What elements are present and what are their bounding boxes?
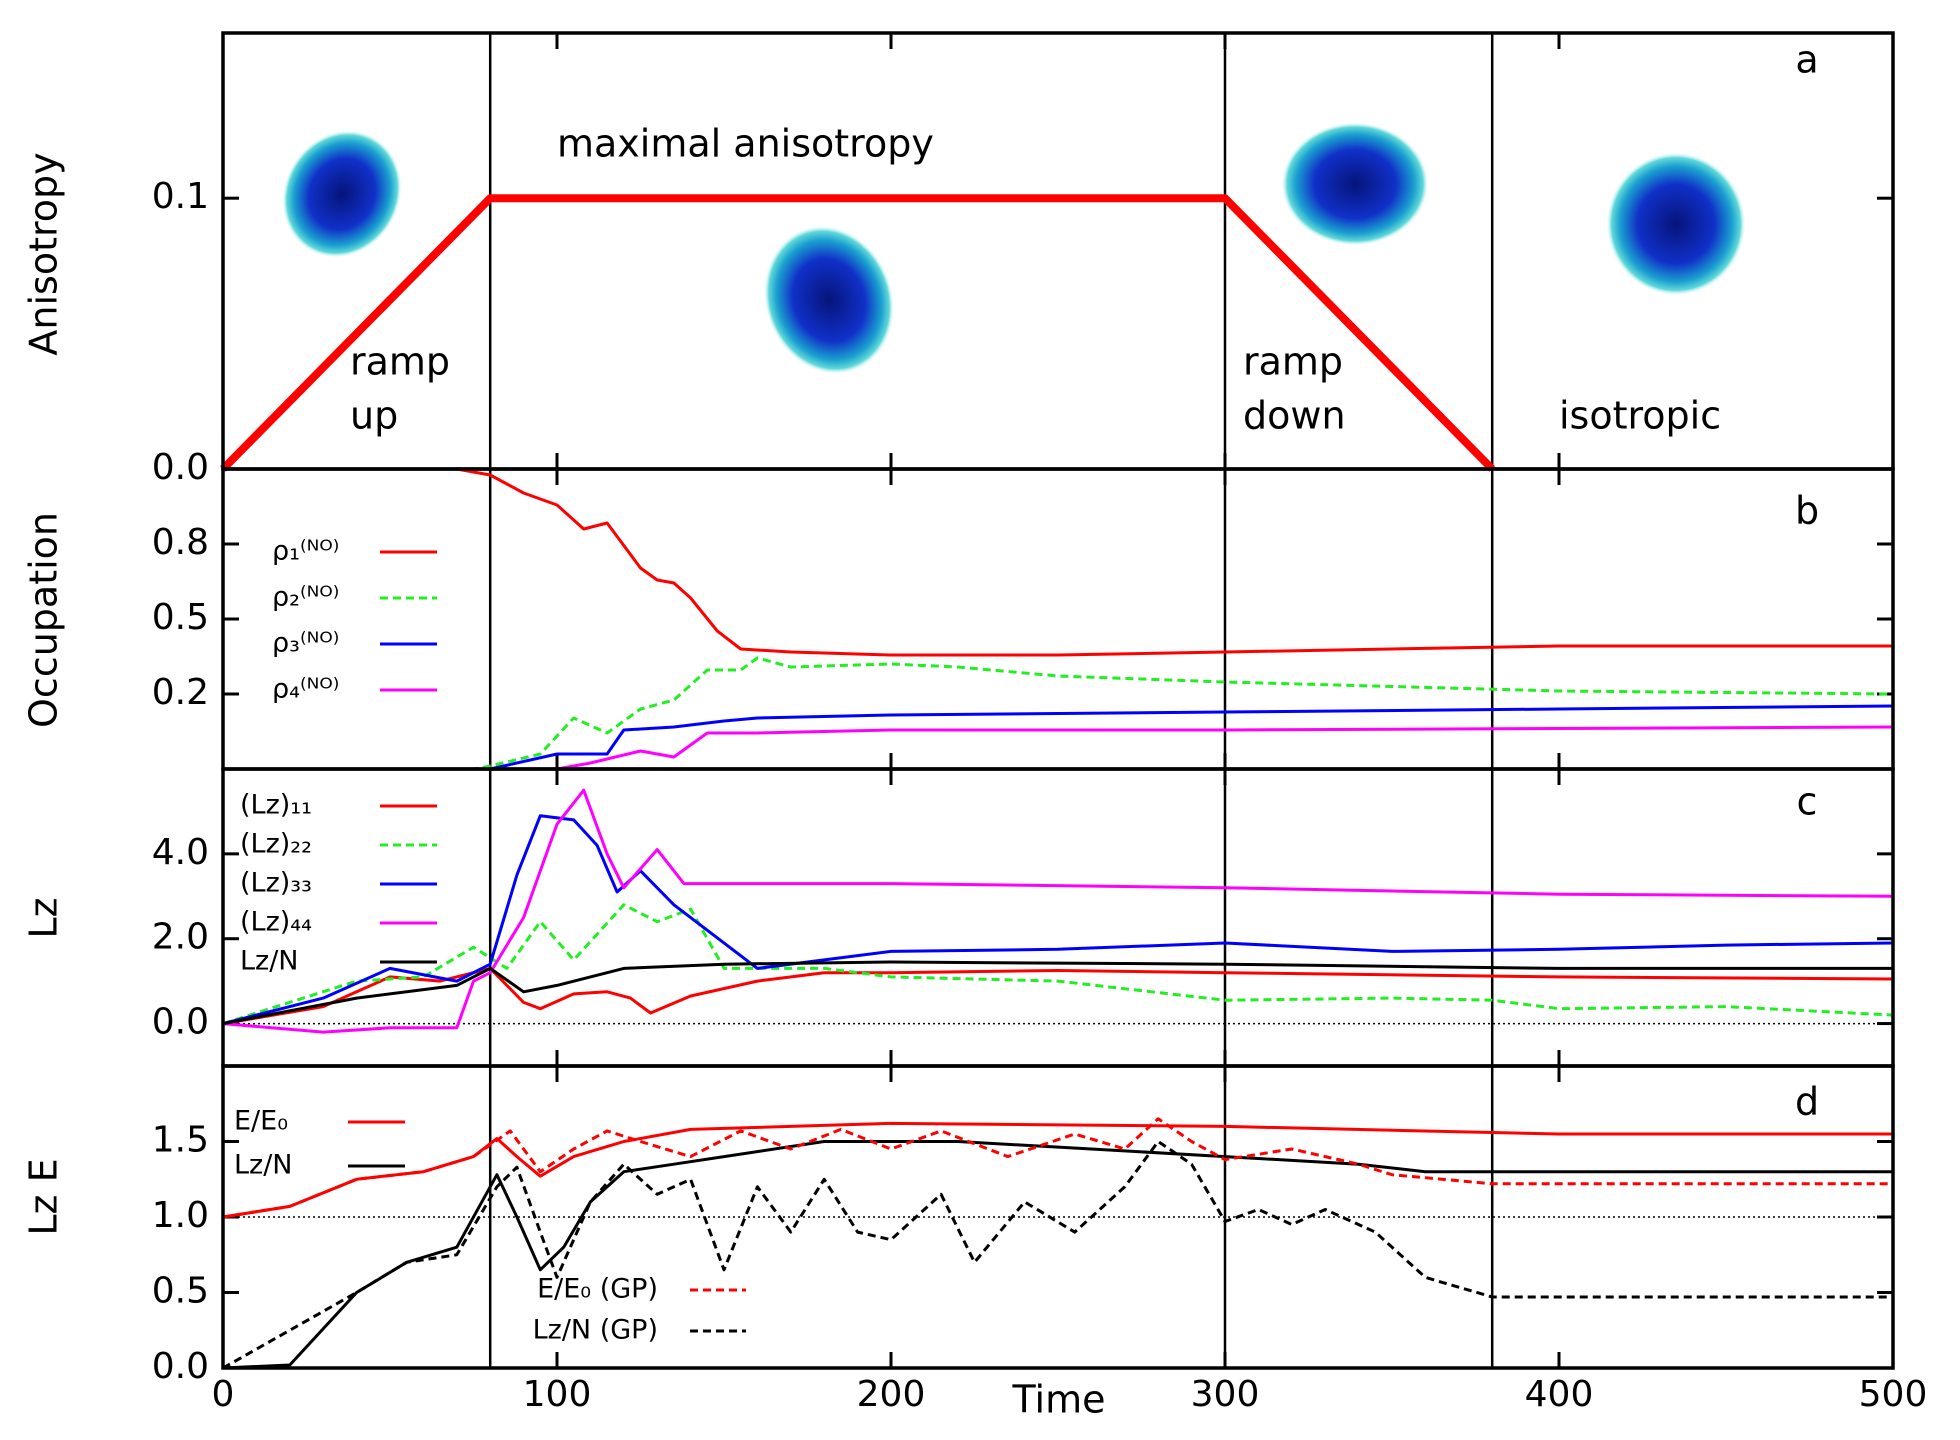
- series-line: [223, 725, 1894, 771]
- series-line: [222, 1140, 1893, 1370]
- x-tick-label: 400: [1525, 1374, 1594, 1415]
- density-image: [1281, 122, 1429, 246]
- density-image: [763, 225, 895, 375]
- legend-label: Lz/N: [240, 946, 299, 977]
- y-axis-label: Anisotropy: [22, 152, 66, 355]
- x-tick-label: 200: [857, 1374, 926, 1415]
- y-tick-label: 0.8: [152, 522, 209, 563]
- annotation: down: [1243, 394, 1346, 438]
- y-tick-label: 0.1: [152, 176, 209, 217]
- annotation: isotropic: [1559, 394, 1721, 438]
- legend-label: ρ₄⁽ᴺᴼ⁾: [272, 674, 339, 705]
- legend-label: ρ₃⁽ᴺᴼ⁾: [272, 628, 339, 659]
- legend-label: E/E₀: [234, 1106, 288, 1137]
- series-line: [222, 788, 1894, 1034]
- legend-label: ρ₂⁽ᴺᴼ⁾: [272, 582, 339, 613]
- panel-label: b: [1795, 489, 1819, 533]
- panel-frame: [221, 1064, 1895, 1370]
- y-tick-label: 0.0: [152, 1346, 209, 1387]
- legend-label: (Lz)₄₄: [240, 907, 312, 938]
- x-tick-label: 300: [1191, 1374, 1260, 1415]
- annotation: ramp: [1243, 340, 1343, 384]
- x-tick-label: 0: [212, 1374, 235, 1415]
- series-line: [223, 704, 1894, 771]
- legend-label: (Lz)₁₁: [240, 790, 312, 821]
- y-axis-label: Occupation: [22, 512, 66, 728]
- series-line: [222, 960, 1893, 1026]
- x-axis-label: Time: [1012, 1378, 1106, 1422]
- x-tick-label: 500: [1859, 1374, 1928, 1415]
- y-tick-label: 0.0: [152, 447, 209, 488]
- y-axis-label: Lz: [22, 897, 66, 938]
- annotation: ramp: [350, 340, 450, 384]
- legend-label: Lz/N: [234, 1150, 293, 1181]
- legend-label: (Lz)₂₂: [240, 829, 312, 860]
- legend-label: (Lz)₃₃: [240, 868, 312, 899]
- y-axis-label: Lz E: [22, 1158, 66, 1235]
- panel-label: d: [1795, 1080, 1819, 1124]
- series-line: [222, 966, 1894, 1026]
- legend-label: ρ₁⁽ᴺᴼ⁾: [272, 536, 339, 567]
- annotation: up: [350, 394, 398, 438]
- series-line: [223, 467, 1893, 657]
- y-tick-label: 1.0: [152, 1195, 209, 1236]
- y-tick-label: 1.5: [152, 1120, 209, 1161]
- y-tick-label: 2.0: [152, 917, 209, 958]
- series-line: [222, 1117, 1893, 1219]
- y-tick-label: 0.5: [152, 1271, 209, 1312]
- series-line: [222, 1140, 1893, 1370]
- y-tick-label: 0.2: [152, 672, 209, 713]
- x-tick-label: 100: [523, 1374, 592, 1415]
- legend-label: Lz/N (GP): [533, 1315, 658, 1346]
- annotation: maximal anisotropy: [557, 122, 934, 166]
- y-tick-label: 4.0: [152, 832, 209, 873]
- series-line: [222, 903, 1894, 1026]
- panel-label: c: [1797, 780, 1818, 824]
- density-image: [1606, 152, 1746, 296]
- legend-label: E/E₀ (GP): [537, 1274, 658, 1305]
- y-tick-label: 0.0: [152, 1002, 209, 1043]
- panel-label: a: [1795, 38, 1818, 82]
- y-tick-label: 0.5: [152, 597, 209, 638]
- density-image: [281, 129, 403, 259]
- series-line: [220, 194, 1496, 472]
